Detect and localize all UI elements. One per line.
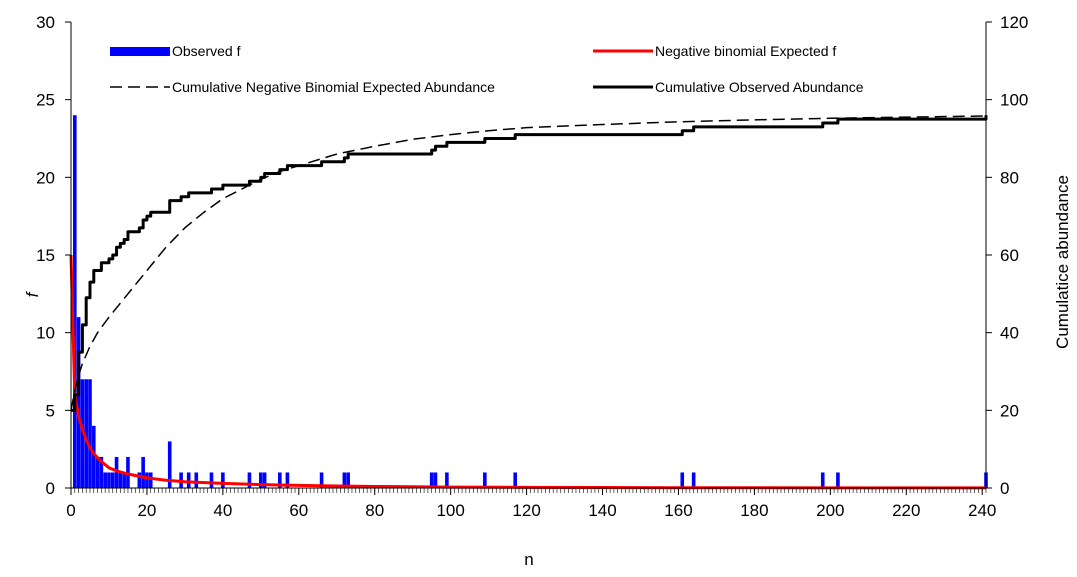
x-tick-label: 40 bbox=[213, 501, 232, 520]
x-tick-label: 20 bbox=[137, 501, 156, 520]
bar-observed-f bbox=[186, 472, 191, 488]
bar-observed-f bbox=[209, 472, 214, 488]
bar-observed-f bbox=[103, 472, 107, 488]
x-tick-label: 120 bbox=[512, 501, 540, 520]
bar-observed-f bbox=[91, 425, 96, 488]
legend-label-cum-observed: Cumulative Observed Abundance bbox=[655, 79, 864, 95]
left-y-tick-label: 5 bbox=[46, 401, 55, 420]
left-y-tick-label: 10 bbox=[36, 324, 55, 343]
x-axis-ticks: 0 20 40 60 80 100 120 140 160 180 200 220 240 bbox=[66, 488, 996, 520]
bar-observed-f bbox=[118, 472, 123, 488]
bar-observed-f bbox=[483, 472, 487, 488]
legend-swatch-observed-f bbox=[110, 47, 170, 56]
bar-observed-f bbox=[167, 441, 172, 488]
right-y-axis-title: Cumulatice abundance bbox=[1053, 175, 1072, 349]
legend-label-nb-expected-f: Negative binomial Expected f bbox=[655, 43, 836, 59]
x-tick-label: 100 bbox=[436, 501, 464, 520]
left-y-axis-ticks: 0 5 10 15 20 25 30 bbox=[36, 13, 71, 498]
bar-series-observed-f bbox=[72, 115, 988, 488]
x-axis-title: n bbox=[524, 550, 533, 569]
bar-observed-f bbox=[76, 317, 81, 488]
left-y-tick-label: 15 bbox=[36, 246, 55, 265]
bar-observed-f bbox=[433, 472, 438, 488]
bar-observed-f bbox=[285, 472, 290, 488]
right-y-tick-label: 120 bbox=[1000, 13, 1028, 32]
bar-observed-f bbox=[137, 472, 142, 488]
x-tick-label: 160 bbox=[664, 501, 692, 520]
right-y-tick-label: 0 bbox=[1000, 479, 1009, 498]
left-y-tick-label: 25 bbox=[36, 91, 55, 110]
bar-observed-f bbox=[148, 472, 153, 488]
bar-observed-f bbox=[84, 379, 88, 488]
x-tick-label: 240 bbox=[968, 501, 996, 520]
bar-observed-f bbox=[88, 379, 92, 488]
bar-observed-f bbox=[836, 472, 840, 488]
left-y-tick-label: 30 bbox=[36, 13, 55, 32]
bar-observed-f bbox=[680, 472, 685, 488]
bar-observed-f bbox=[194, 472, 199, 488]
bar-observed-f bbox=[247, 472, 252, 488]
bar-observed-f bbox=[278, 472, 282, 488]
bar-observed-f bbox=[95, 456, 100, 488]
right-y-tick-label: 60 bbox=[1000, 246, 1019, 265]
left-y-tick-label: 0 bbox=[46, 479, 55, 498]
bar-observed-f bbox=[141, 456, 145, 488]
bar-observed-f bbox=[72, 115, 77, 488]
right-y-axis-ticks: 0 20 40 60 80 100 120 bbox=[986, 13, 1028, 498]
bar-observed-f bbox=[319, 472, 324, 488]
right-y-tick-label: 40 bbox=[1000, 324, 1019, 343]
bar-observed-f bbox=[429, 472, 434, 488]
x-tick-label: 200 bbox=[816, 501, 844, 520]
bar-observed-f bbox=[445, 472, 449, 488]
x-tick-label: 0 bbox=[66, 501, 75, 520]
bar-observed-f bbox=[342, 472, 347, 488]
bar-observed-f bbox=[691, 472, 696, 488]
bar-observed-f bbox=[513, 472, 518, 488]
bar-observed-f bbox=[346, 472, 350, 488]
bar-observed-f bbox=[110, 472, 115, 488]
line-nb-expected-f bbox=[69, 254, 987, 490]
right-y-tick-label: 100 bbox=[1000, 91, 1028, 110]
legend-label-observed-f: Observed f bbox=[172, 43, 241, 59]
legend: Observed f Negative binomial Expected f … bbox=[110, 43, 864, 95]
line-series-group bbox=[69, 115, 988, 490]
bar-observed-f bbox=[99, 456, 104, 488]
bar-observed-f bbox=[221, 472, 225, 488]
bar-observed-f bbox=[259, 472, 263, 488]
bar-observed-f bbox=[122, 472, 126, 488]
line-cum-observed bbox=[71, 115, 988, 412]
bar-observed-f bbox=[145, 472, 149, 488]
right-y-tick-label: 80 bbox=[1000, 168, 1019, 187]
bar-observed-f bbox=[820, 472, 825, 488]
bar-observed-f bbox=[262, 472, 267, 488]
right-y-tick-label: 20 bbox=[1000, 401, 1019, 420]
bar-observed-f bbox=[80, 379, 85, 488]
bar-observed-f bbox=[107, 472, 111, 488]
x-tick-label: 60 bbox=[289, 501, 308, 520]
legend-label-cum-nb-expected: Cumulative Negative Binomial Expected Ab… bbox=[172, 79, 495, 95]
x-tick-label: 220 bbox=[892, 501, 920, 520]
x-tick-label: 80 bbox=[365, 501, 384, 520]
left-y-tick-label: 20 bbox=[36, 168, 55, 187]
x-tick-label: 140 bbox=[588, 501, 616, 520]
x-tick-label: 180 bbox=[740, 501, 768, 520]
left-y-axis-title: f bbox=[23, 290, 42, 297]
